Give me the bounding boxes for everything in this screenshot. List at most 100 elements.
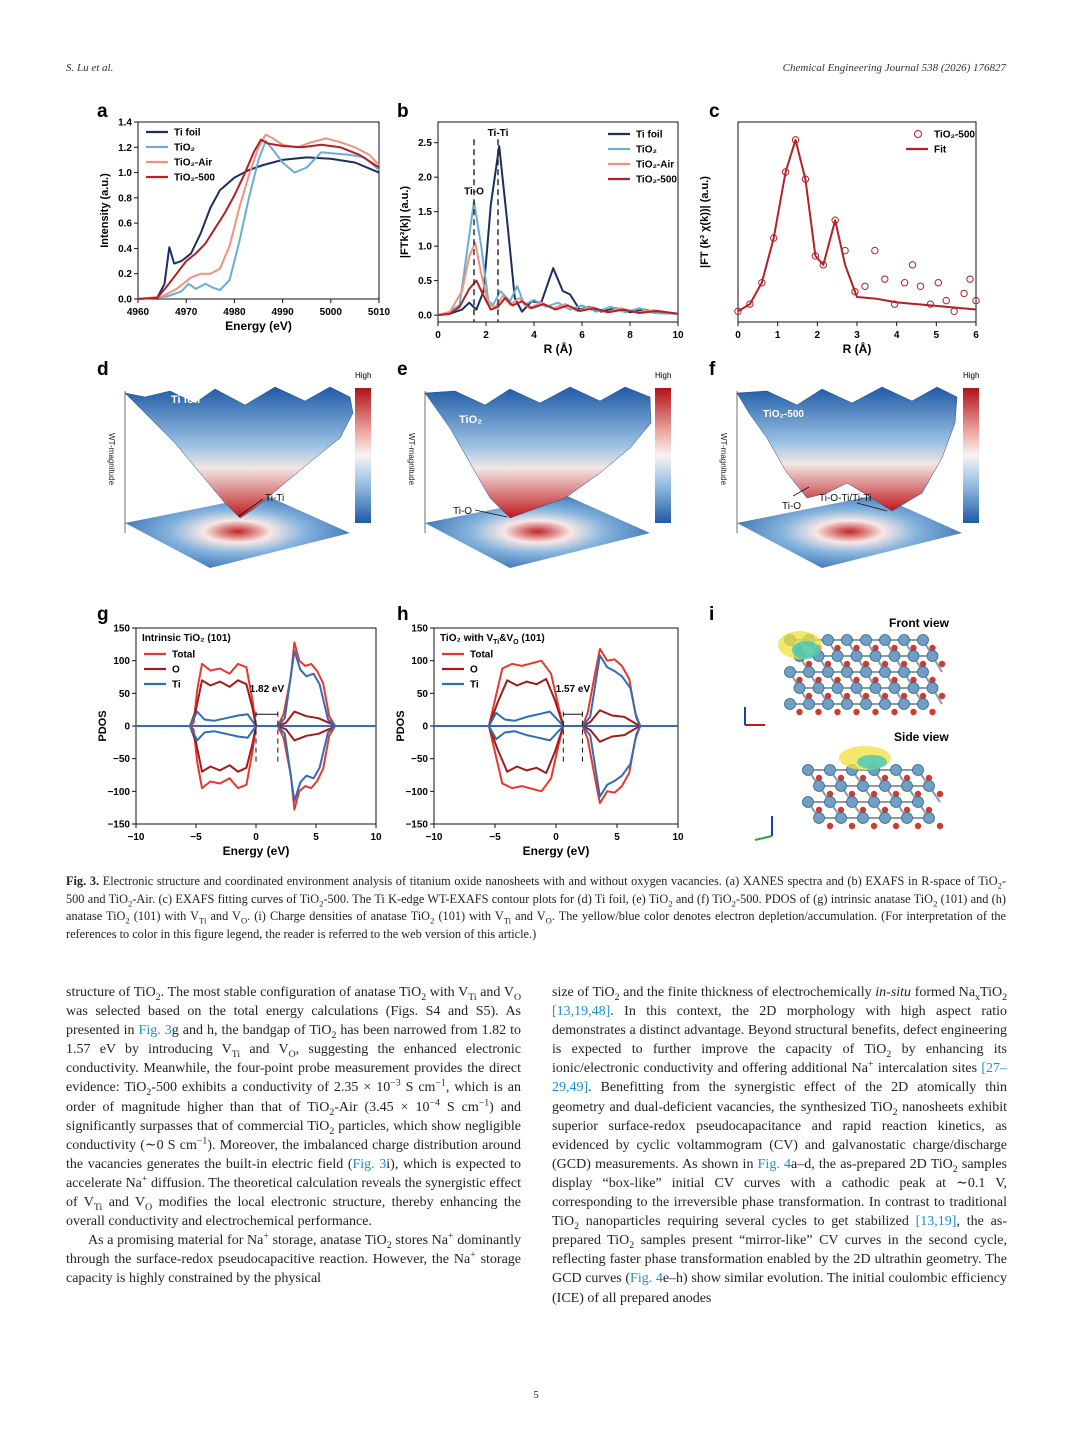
wt-zlabel: WT-magnitude [407,433,416,486]
panel-label-e: e [397,359,408,380]
x-tick-label: 6 [973,330,979,341]
x-tick-label: −5 [190,832,202,843]
x-tick-label: 0 [435,330,441,341]
o-atom [826,790,834,798]
citation-link[interactable]: [13,19,48] [552,1004,611,1020]
o-atom [815,806,823,814]
figure-link[interactable]: Fig. 4 [757,1156,792,1172]
x-tick-label: 2 [483,330,489,341]
o-atom [891,708,898,716]
wt-label: TiO₂ [459,414,482,426]
legend-label: TiO₂ [174,143,195,154]
data-point [966,275,974,283]
caption-text: -500 and TiO [66,874,1007,906]
figure-link[interactable]: Fig. 3 [138,1023,172,1039]
o-atom [853,644,860,652]
charts-layer: 4960 4970 4980 4990 5000 50100.00.20.40.60.81… [97,118,980,858]
paragraph: size of TiO2 and the finite thickness of… [552,985,1008,1306]
plot-frame [437,121,679,323]
o-atom [936,790,944,798]
x-tick-label: 5 [614,832,620,843]
o-atom [872,676,879,684]
ti-atom [822,666,834,678]
x-axis-label: Energy (eV) [223,844,290,858]
o-atom [848,790,856,798]
series-line [136,679,376,727]
y-tick-label: 1.4 [118,118,132,129]
series-line [434,725,678,798]
y-tick-label: 100 [411,656,428,667]
legend-label: TiO₂-500 [174,173,215,184]
ti-atom [793,682,806,694]
legend-label: TiO₂ [636,145,657,156]
ti-atom [812,682,825,694]
ti-atom [888,650,901,662]
x-tick-label: 10 [672,330,684,341]
series-line [737,138,977,313]
y-tick-label: −150 [107,820,130,831]
o-atom [914,822,922,830]
figure-link[interactable]: Fig. 4 [630,1271,663,1287]
x-tick-label: 6 [579,330,585,341]
o-atom [834,644,841,652]
wt-colorbar [655,388,671,523]
legend-label: Ti foil [636,130,663,141]
side-view-label: Side view [894,730,949,744]
ti-atom [784,666,796,678]
caption-text: (101) with V [129,909,200,924]
charge-density-structure-panel: Front view Side view [744,616,950,841]
o-atom [910,708,917,716]
ti-atom [850,682,863,694]
y-tick-label: 50 [119,689,131,700]
ti-atom [923,812,935,824]
o-atom [862,692,870,700]
y-tick-label: 1.0 [418,242,432,253]
figure-3: a b c d e f g h i 4960 4970 4980 4990 5000 50… [97,101,980,858]
data-point [960,289,968,298]
y-tick-label: −100 [405,787,428,798]
ti-atom [879,634,891,646]
caption-text: -500. PDOS of (g) intrinsic anatase TiO [735,891,934,906]
citation-link[interactable]: [13,19] [915,1214,957,1230]
x-tick-label: 4970 [175,307,198,318]
y-tick-label: 0.6 [118,219,132,230]
ti-atom [898,666,910,678]
axis-triad-front [744,707,765,726]
wt-colorbar [963,388,979,523]
ti-atom [822,634,834,646]
y-tick-label: 50 [417,689,429,700]
caption-text: Electronic structure and coordinated env… [99,874,998,888]
caption-text: -Air. (c) EXAFS fitting curves of TiO [132,891,320,906]
wt-contour-panel-e: TiO₂ Ti-O WT-magnitude High [407,371,671,568]
o-atom [872,644,879,652]
o-atom [881,692,889,700]
caption-text: and V [511,909,546,924]
ti-atom [857,812,869,824]
o-atom [824,692,832,700]
figure-link[interactable]: Fig. 3 [352,1156,387,1172]
ti-atom [857,780,869,792]
y-tick-label: 2.5 [418,138,432,149]
ti-atom [831,650,844,662]
citation-link[interactable]: [27–29,49] [552,1061,1008,1096]
wt-surface [424,386,652,519]
x-tick-label: 1 [775,330,781,341]
ti-atom [802,796,814,808]
peak-annotation: Ti-Ti [488,128,509,139]
ti-atom [813,780,825,792]
caption-label: Fig. 3. [66,874,100,888]
chart-c: 0 1 2 3 4 5 6 R (Å) |FT (k³ χ(k))| (a.u.) TiO₂-50… [699,121,980,356]
x-tick-label: 4980 [223,307,246,318]
wt-label: TiO₂-500 [763,409,804,420]
panel-label-f: f [709,359,716,380]
x-axis-label: R (Å) [843,341,872,356]
legend-label: TiO₂-Air [636,160,674,171]
y-axis-label: |FT (k³ χ(k))| (a.u.) [699,176,711,268]
o-atom [796,708,803,716]
data-point [871,246,879,255]
o-atom [815,708,822,716]
paragraph: structure of TiO2. The most stable confi… [66,985,522,1230]
ti-atom [841,666,853,678]
ti-atom [831,682,844,694]
bandgap-label: 1.82 eV [250,684,285,695]
